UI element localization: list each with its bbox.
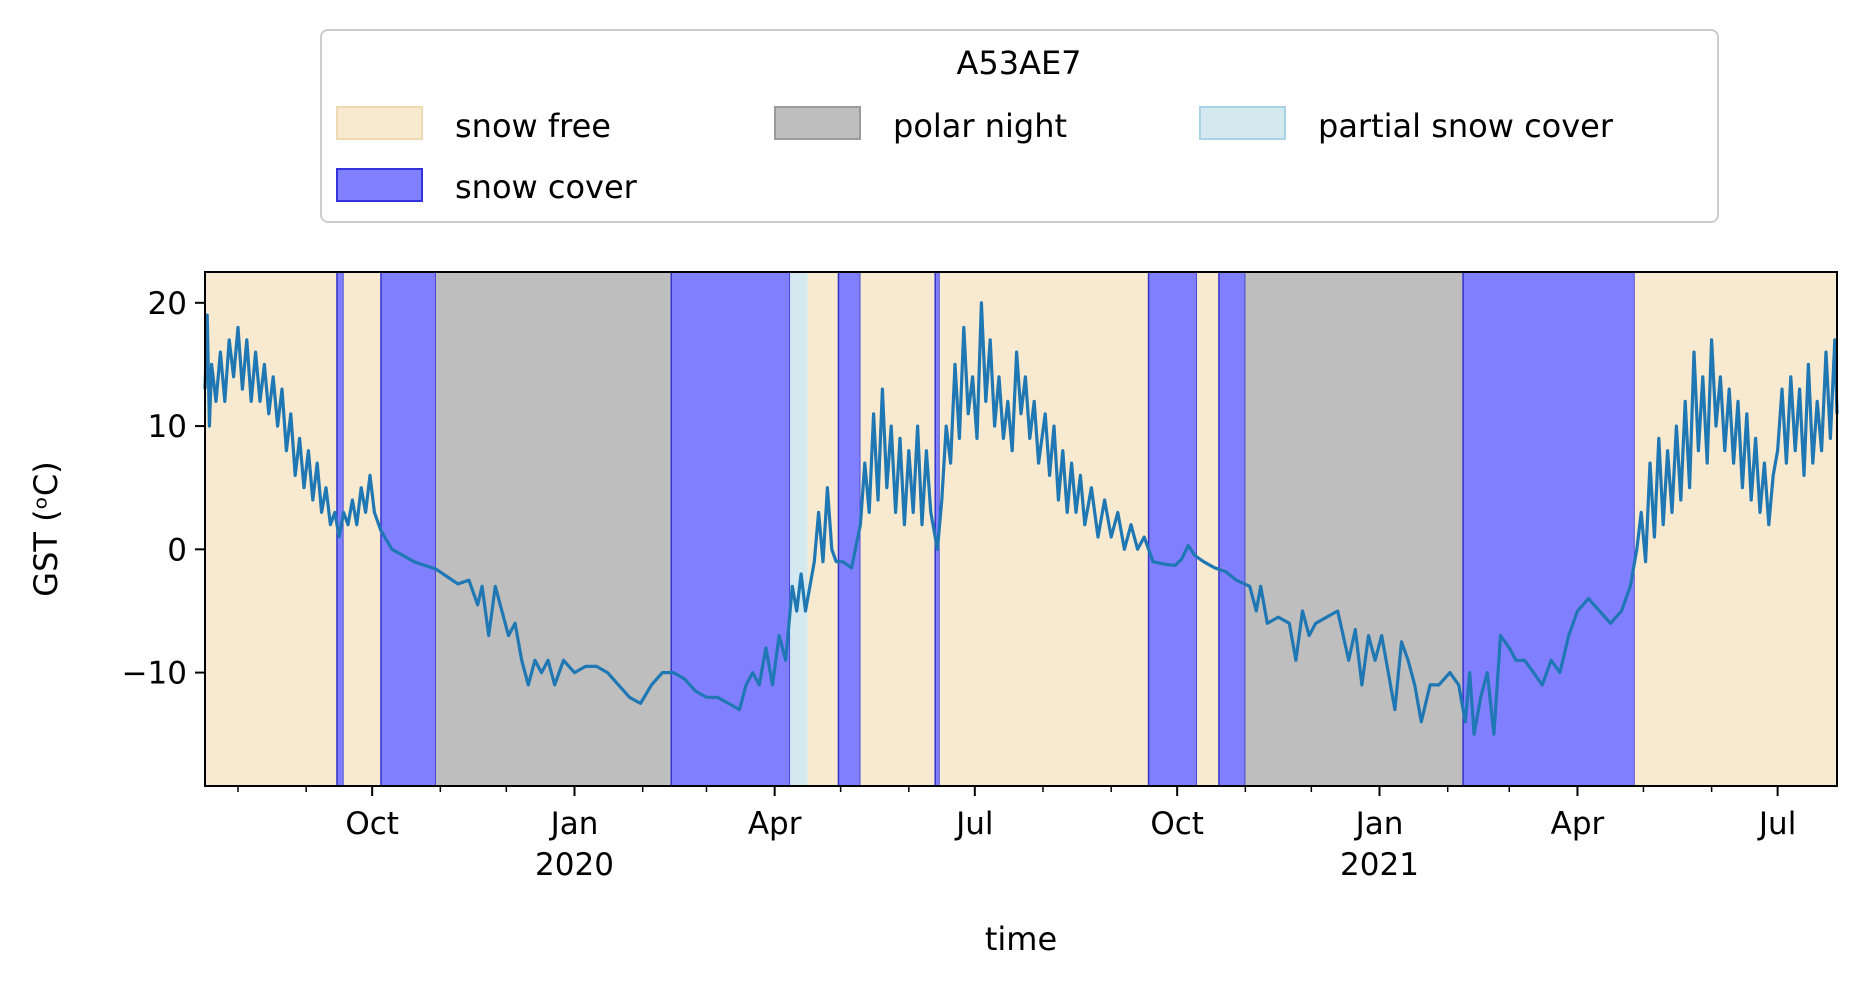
x-tick-label: Jan [549,806,599,842]
x-tick-label: Jan [1354,806,1404,842]
band-snow-free [860,272,936,786]
band-snow-free [807,272,839,786]
y-axis-title: GST (ᵒC) [27,461,65,596]
band-snow-cover [1463,272,1635,786]
legend-entry: snow free [336,106,611,145]
legend: A53AE7 snow free polar night partial sno… [320,29,1719,223]
legend-entry: partial snow cover [1199,106,1614,145]
band-polar-night [435,272,672,786]
band-snow-free [1634,272,1837,786]
background-bands [205,272,1837,786]
legend-title: A53AE7 [956,44,1081,82]
legend-label-polar-night: polar night [893,107,1067,145]
series-layer [203,301,1839,736]
x-tick-label: Apr [1551,806,1605,842]
x-axis-title: time [985,920,1057,958]
x-axis: Oct Jan 2020 Apr Jul Oct Jan 2021 Apr Jul [237,786,1796,883]
band-snow-cover [935,272,940,786]
legend-entry: polar night [774,106,1067,145]
plot-frame [204,271,1838,787]
x-tick-label: Oct [1150,806,1204,842]
y-tick-label: 0 [167,532,187,568]
band-snow-free [1196,272,1219,786]
legend-label-partial-snow-cover: partial snow cover [1318,107,1614,145]
x-tick-label: Jul [1757,806,1796,842]
legend-frame [320,29,1719,223]
legend-swatch-snow-free [336,106,423,140]
band-snow-free [939,272,1149,786]
y-axis: −10 0 10 20 [122,286,205,692]
legend-label-snow-free: snow free [455,107,611,145]
legend-entry: snow cover [336,168,638,206]
x-tick-label: Oct [345,806,399,842]
series-line-gst [203,301,1839,736]
band-polar-night [1245,272,1464,786]
y-tick-label: 10 [148,409,187,445]
legend-swatch-snow-cover [336,168,423,202]
x-tick-label: Jul [954,806,993,842]
legend-swatch-polar-night [774,106,861,140]
band-snow-cover [1218,272,1246,786]
y-tick-label: −10 [122,656,187,692]
y-tick-label: 20 [148,286,187,322]
band-snow-free [205,272,337,786]
band-snow-cover [380,272,436,786]
x-tick-label: Apr [748,806,802,842]
band-snow-cover [671,272,791,786]
band-snow-free [343,272,381,786]
band-partial-snow-cover [790,272,808,786]
band-snow-cover [1148,272,1197,786]
band-snow-cover [838,272,861,786]
x-tick-year-label: 2021 [1340,847,1419,883]
legend-label-snow-cover: snow cover [455,168,638,206]
x-tick-year-label: 2020 [535,847,614,883]
legend-swatch-partial-snow-cover [1199,106,1286,140]
